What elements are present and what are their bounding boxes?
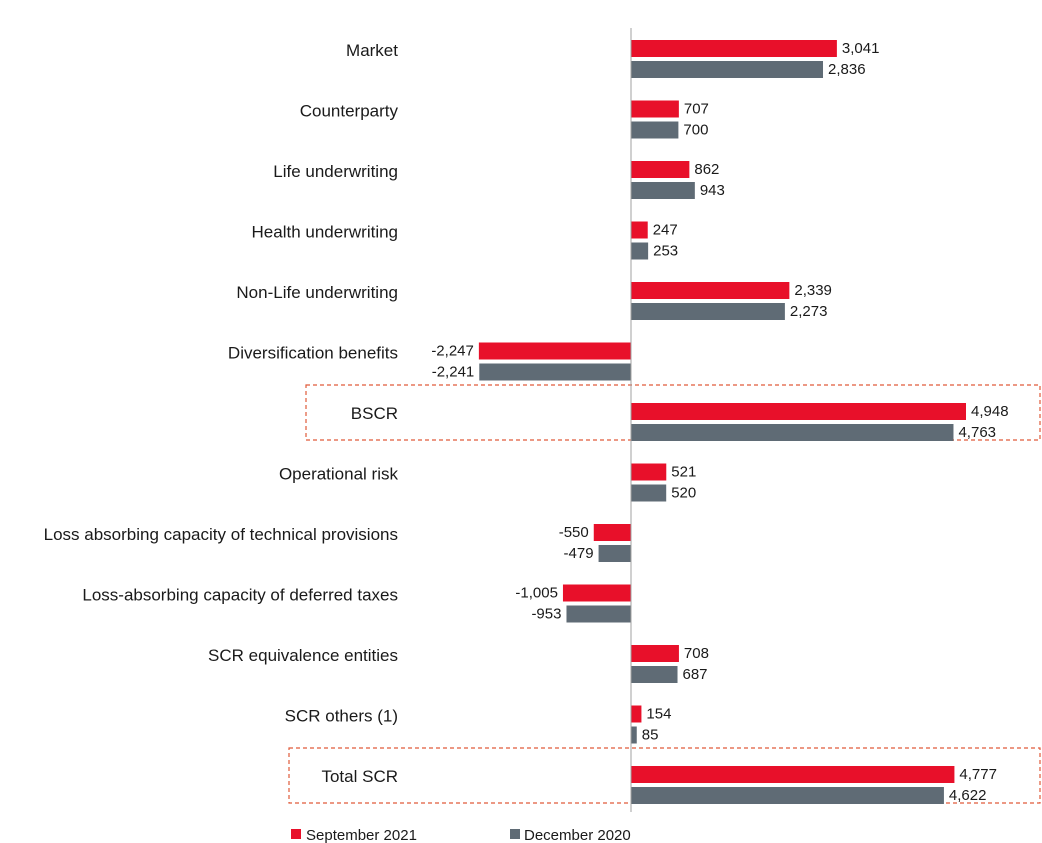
category-label-scr-equivalence-entities: SCR equivalence entities [208, 646, 398, 665]
category-label-loss-absorbing-capacity-of-technical-provisions: Loss absorbing capacity of technical pro… [44, 525, 398, 544]
category-label-bscr: BSCR [351, 404, 398, 423]
bar-scr-others-1-december-2020 [631, 726, 637, 744]
value-label-total-scr-december-2020: 4,622 [949, 787, 987, 804]
legend-swatch-september-2021 [291, 829, 301, 839]
bar-total-scr-december-2020 [631, 787, 944, 804]
value-label-non-life-underwriting-december-2020: 2,273 [790, 303, 828, 320]
bar-life-underwriting-september-2021 [631, 161, 690, 178]
value-label-operational-risk-september-2021: 521 [671, 464, 696, 481]
value-label-life-underwriting-december-2020: 943 [700, 182, 725, 199]
bar-non-life-underwriting-september-2021 [631, 282, 790, 299]
value-label-scr-others-1-december-2020: 85 [642, 727, 659, 744]
legend-swatch-december-2020 [510, 829, 520, 839]
bar-loss-absorbing-capacity-of-deferred-taxes-december-2020 [566, 605, 631, 623]
bar-health-underwriting-december-2020 [631, 242, 649, 260]
legend-label-september-2021: September 2021 [306, 827, 417, 843]
bar-bscr-december-2020 [631, 424, 954, 441]
category-label-counterparty: Counterparty [300, 102, 399, 121]
bar-loss-absorbing-capacity-of-technical-provisions-september-2021 [593, 524, 631, 541]
value-label-loss-absorbing-capacity-of-technical-provisions-september-2021: -550 [559, 524, 589, 541]
bar-life-underwriting-december-2020 [631, 182, 695, 199]
value-label-diversification-benefits-december-2020: -2,241 [432, 364, 475, 381]
bar-bscr-september-2021 [631, 403, 966, 420]
bar-operational-risk-september-2021 [631, 463, 667, 481]
bars [478, 40, 966, 804]
bar-non-life-underwriting-december-2020 [631, 303, 785, 320]
value-label-market-september-2021: 3,041 [842, 40, 880, 57]
category-label-non-life-underwriting: Non-Life underwriting [236, 283, 398, 302]
bar-counterparty-september-2021 [631, 100, 679, 118]
value-label-scr-others-1-september-2021: 154 [646, 706, 671, 723]
bar-market-december-2020 [631, 61, 824, 78]
value-label-bscr-september-2021: 4,948 [971, 403, 1009, 420]
value-label-total-scr-september-2021: 4,777 [959, 766, 997, 783]
category-label-operational-risk: Operational risk [279, 465, 399, 484]
value-label-counterparty-december-2020: 700 [683, 122, 708, 139]
value-label-loss-absorbing-capacity-of-deferred-taxes-december-2020: -953 [531, 606, 561, 623]
bar-scr-equivalence-entities-september-2021 [631, 645, 679, 662]
category-label-market: Market [346, 41, 398, 60]
category-label-diversification-benefits: Diversification benefits [228, 344, 398, 363]
bar-loss-absorbing-capacity-of-technical-provisions-december-2020 [598, 545, 631, 562]
bar-scr-others-1-september-2021 [631, 705, 642, 723]
bar-total-scr-september-2021 [631, 766, 955, 783]
value-label-bscr-december-2020: 4,763 [958, 424, 996, 441]
value-label-counterparty-september-2021: 707 [684, 101, 709, 118]
legend: September 2021 December 2020 [291, 827, 631, 843]
legend-label-december-2020: December 2020 [524, 827, 631, 843]
value-label-loss-absorbing-capacity-of-technical-provisions-december-2020: -479 [564, 545, 594, 562]
category-label-loss-absorbing-capacity-of-deferred-taxes: Loss-absorbing capacity of deferred taxe… [82, 586, 398, 605]
category-label-health-underwriting: Health underwriting [252, 223, 398, 242]
highlight-box-total-scr [288, 747, 1041, 804]
value-labels: 3,041 2,836 707 700 862 943 247 253 2,339 2,273 -2… [431, 40, 1008, 804]
bar-market-september-2021 [631, 40, 837, 57]
bar-operational-risk-december-2020 [631, 484, 667, 502]
value-label-operational-risk-december-2020: 520 [671, 485, 696, 502]
value-label-life-underwriting-september-2021: 862 [694, 161, 719, 178]
category-label-life-underwriting: Life underwriting [273, 162, 398, 181]
value-label-health-underwriting-december-2020: 253 [653, 243, 678, 260]
value-label-diversification-benefits-september-2021: -2,247 [431, 343, 474, 360]
value-label-market-december-2020: 2,836 [828, 61, 866, 78]
bar-loss-absorbing-capacity-of-deferred-taxes-september-2021 [562, 584, 631, 602]
highlight-boxes [288, 384, 1041, 804]
value-label-scr-equivalence-entities-september-2021: 708 [684, 645, 709, 662]
value-label-loss-absorbing-capacity-of-deferred-taxes-september-2021: -1,005 [515, 585, 558, 602]
bar-diversification-benefits-december-2020 [479, 363, 631, 381]
value-label-non-life-underwriting-september-2021: 2,339 [794, 282, 832, 299]
bar-counterparty-december-2020 [631, 121, 679, 139]
bar-diversification-benefits-september-2021 [478, 342, 631, 360]
category-label-total-scr: Total SCR [321, 767, 398, 786]
value-label-health-underwriting-september-2021: 247 [653, 222, 678, 239]
bar-health-underwriting-september-2021 [631, 221, 648, 239]
value-label-scr-equivalence-entities-december-2020: 687 [683, 666, 708, 683]
category-label-scr-others-1: SCR others (1) [285, 707, 398, 726]
category-labels: Market Counterparty Life underwriting Healt… [44, 41, 399, 786]
bar-scr-equivalence-entities-december-2020 [631, 666, 678, 683]
